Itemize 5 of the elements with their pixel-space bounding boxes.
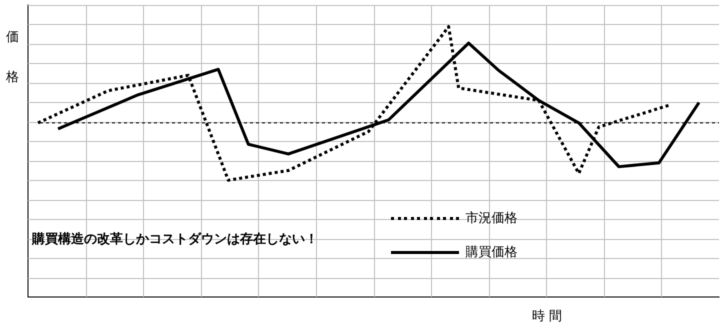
text: 価格 — [6, 30, 19, 85]
x-axis-title: 時 間 — [532, 308, 562, 325]
legend-label: 購買価格 — [465, 244, 518, 261]
annotation: 購買構造の改革しかコストダウンは存在しない！ — [32, 232, 318, 247]
legend-label: 市況価格 — [465, 210, 518, 227]
